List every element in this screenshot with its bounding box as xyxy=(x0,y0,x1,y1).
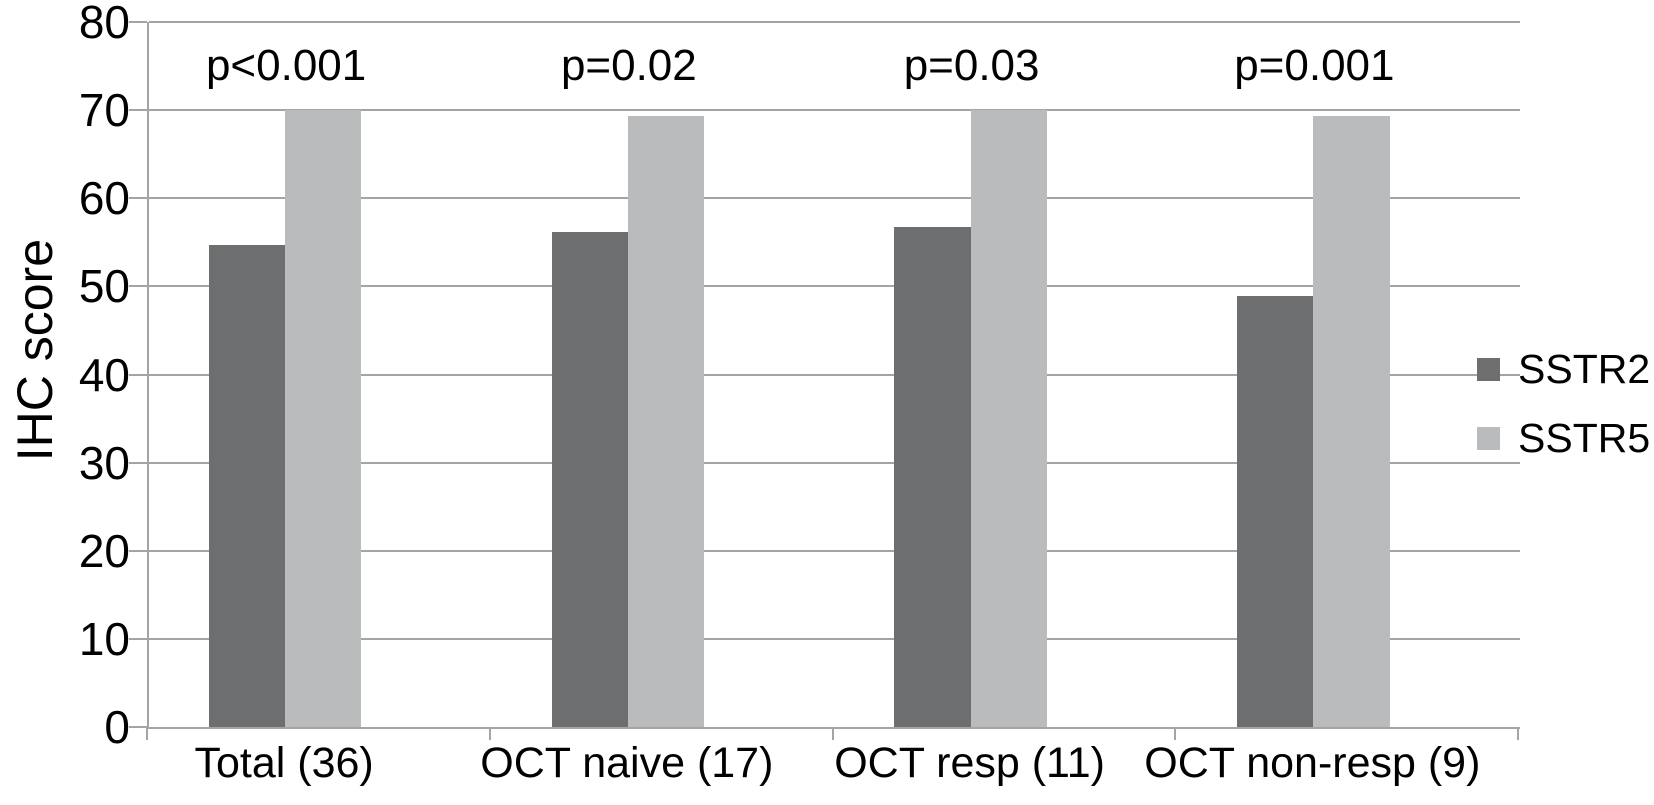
gridline-y70 xyxy=(149,109,1520,112)
x-category-label-2: OCT naive (17) xyxy=(480,739,774,787)
gridline-y50 xyxy=(149,285,1520,288)
plot-area: p<0.001 p=0.02 p=0.03 p=0.001 xyxy=(147,21,1520,729)
p-value-label-4: p=0.001 xyxy=(1234,41,1395,90)
y-tick-mark-10 xyxy=(129,637,147,640)
gridline-y30 xyxy=(149,461,1520,464)
legend-swatch-sstr5-icon xyxy=(1477,426,1500,450)
legend: SSTR2 SSTR5 xyxy=(1477,345,1650,483)
bar-sstr2-2 xyxy=(551,231,628,727)
bar-sstr2-1 xyxy=(208,244,286,727)
legend-swatch-sstr2-icon xyxy=(1477,357,1500,381)
y-tick-mark-0 xyxy=(129,726,147,728)
legend-label-sstr2: SSTR2 xyxy=(1518,346,1651,392)
x-tick-mark-1 xyxy=(488,727,491,740)
y-tick-label-30: 30 xyxy=(78,436,130,489)
x-category-label-1: Total (36) xyxy=(194,739,374,787)
y-tick-label-70: 70 xyxy=(78,84,130,137)
y-tick-mark-80 xyxy=(129,21,147,23)
y-tick-label-10: 10 xyxy=(78,612,130,665)
gridline-y20 xyxy=(149,549,1520,552)
legend-item-sstr5: SSTR5 xyxy=(1477,414,1650,462)
x-tick-mark-3 xyxy=(1174,727,1177,740)
legend-item-sstr2: SSTR2 xyxy=(1477,345,1650,393)
y-tick-mark-20 xyxy=(129,549,147,552)
y-tick-mark-70 xyxy=(129,109,147,112)
y-tick-label-0: 0 xyxy=(104,701,130,753)
bar-sstr2-4 xyxy=(1237,296,1314,727)
gridline-y60 xyxy=(149,197,1520,200)
y-tick-mark-50 xyxy=(129,285,147,288)
gridline-y40 xyxy=(149,373,1520,376)
y-tick-label-50: 50 xyxy=(78,260,130,313)
y-tick-mark-40 xyxy=(129,373,147,376)
bar-sstr5-2 xyxy=(627,116,705,727)
y-tick-mark-30 xyxy=(129,461,147,464)
y-tick-label-80: 80 xyxy=(78,0,130,48)
legend-label-sstr5: SSTR5 xyxy=(1518,415,1651,461)
bar-sstr2-3 xyxy=(894,227,971,727)
y-tick-label-40: 40 xyxy=(78,348,130,401)
x-tick-mark-4 xyxy=(1517,727,1519,740)
p-value-label-2: p=0.02 xyxy=(560,41,697,90)
x-category-label-3: OCT resp (11) xyxy=(834,739,1105,787)
bar-sstr5-1 xyxy=(285,110,362,727)
gridline-y80 xyxy=(149,21,1520,23)
x-tick-mark-2 xyxy=(831,727,834,740)
y-tick-label-60: 60 xyxy=(78,172,130,225)
x-tick-mark-0 xyxy=(146,727,148,740)
bar-sstr5-4 xyxy=(1313,116,1390,727)
p-value-label-3: p=0.03 xyxy=(903,41,1040,90)
x-category-label-4: OCT non-resp (9) xyxy=(1144,739,1481,787)
p-value-label-1: p<0.001 xyxy=(205,41,367,90)
y-tick-mark-60 xyxy=(129,197,147,200)
y-tick-label-20: 20 xyxy=(78,524,130,577)
gridline-y10 xyxy=(149,637,1520,640)
bar-sstr5-3 xyxy=(970,110,1047,727)
